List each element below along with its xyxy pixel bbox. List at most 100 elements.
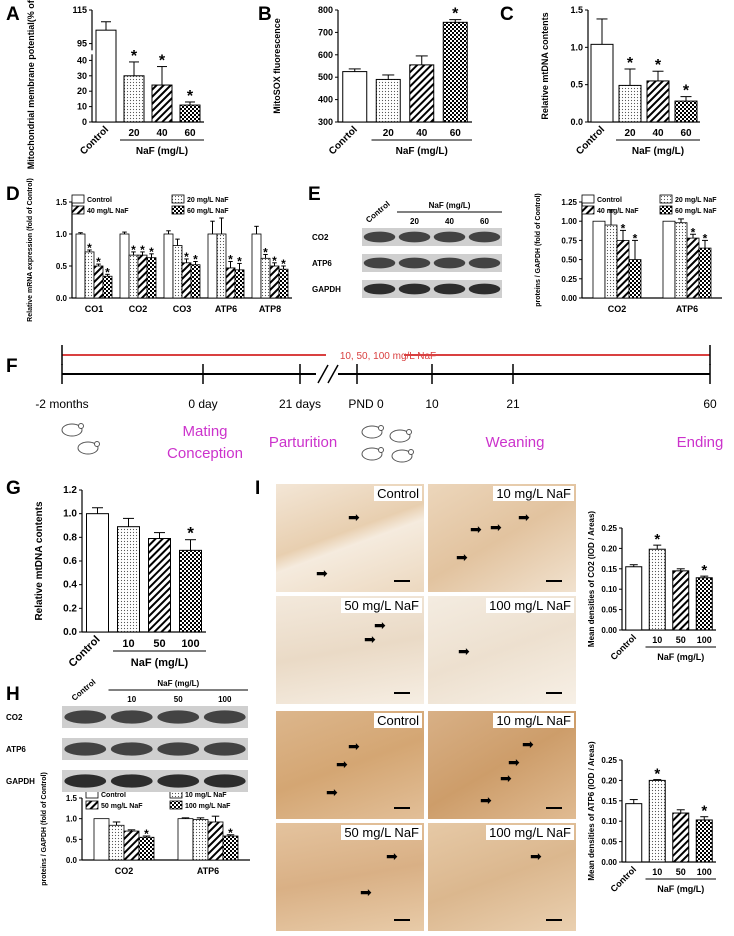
panel-label-a: A — [6, 4, 20, 25]
y-tick-label: 30 — [77, 71, 87, 81]
legend-label: Control — [597, 197, 622, 204]
significance-star: * — [281, 257, 286, 271]
mouse-icon — [361, 447, 383, 461]
y-tick-label: 0.20 — [601, 776, 617, 785]
legend-label: Control — [87, 197, 112, 204]
significance-star: * — [655, 57, 662, 74]
mouse-icon — [94, 441, 100, 447]
bar — [646, 80, 670, 123]
panel-label-h: H — [6, 684, 20, 705]
bar — [672, 570, 690, 631]
y-tick-label: 20 — [77, 86, 87, 96]
x-tick-label: 40 — [416, 128, 428, 139]
y-tick-label: 1.5 — [66, 794, 78, 803]
arrow-icon: ➡ — [336, 756, 348, 772]
legend-label: 40 mg/L NaF — [87, 208, 129, 215]
mouse-icon — [78, 423, 84, 429]
blot-e-band — [363, 283, 396, 295]
arrow-icon: ➡ — [480, 792, 492, 808]
y-tick-label: 1.2 — [63, 485, 77, 496]
y-axis-label: proteins / GAPDH (fold of Control) — [41, 772, 48, 886]
x-tick-label: CO2 — [115, 866, 134, 876]
significance-star: * — [272, 254, 277, 268]
bar — [123, 75, 145, 123]
legend-swatch — [659, 194, 673, 204]
timeline-time: -2 months — [35, 397, 88, 411]
bar — [148, 538, 171, 633]
y-tick-label: 0.0 — [63, 627, 77, 638]
y-axis-label: MitoSOX fluorescence — [272, 18, 282, 114]
timeline-time: 60 — [703, 397, 717, 411]
x-tick-label: 50 — [676, 635, 686, 645]
mouse-icon — [61, 423, 83, 437]
blot-e-band — [468, 283, 501, 295]
micro-label: Control — [374, 713, 422, 728]
bar — [590, 43, 614, 123]
significance-star: * — [228, 253, 233, 267]
event-conception: Conception — [167, 445, 243, 462]
x-tick-label: ATP6 — [215, 304, 237, 314]
arrow-icon: ➡ — [374, 617, 386, 633]
legend-label: Control — [101, 792, 126, 799]
bar — [225, 267, 236, 299]
legend-label: 60 mg/L NaF — [675, 208, 717, 215]
y-tick-label: 0.25 — [601, 756, 617, 765]
bar — [128, 254, 139, 299]
y-tick-label: 0.00 — [601, 858, 617, 867]
y-tick-label: 0.00 — [601, 626, 617, 635]
y-tick-label: 1.0 — [570, 42, 583, 52]
y-tick-label: 300 — [318, 117, 333, 127]
y-tick-label: 500 — [318, 72, 333, 82]
mouse-icon — [378, 425, 384, 431]
x-tick-label: Control — [78, 124, 111, 157]
arrow-icon: ➡ — [364, 631, 376, 647]
mouse-icon — [77, 441, 99, 455]
x-tick-label: Control — [608, 864, 638, 894]
blot-h-band — [157, 774, 200, 788]
bar — [75, 233, 86, 299]
scale-bar — [394, 919, 410, 921]
scale-bar — [546, 580, 562, 582]
bar — [102, 275, 113, 299]
blot-h-band — [203, 710, 246, 724]
bar — [278, 268, 289, 299]
arrow-icon: ➡ — [530, 848, 542, 864]
bar — [216, 233, 227, 299]
y-tick-label: 700 — [318, 27, 333, 37]
micro-atp6-50: 50 mg/L NaF ➡ ➡ — [275, 822, 425, 932]
y-tick-label: 0.10 — [601, 817, 617, 826]
micro-label: 50 mg/L NaF — [341, 825, 422, 840]
panel-label-b: B — [258, 4, 272, 25]
timeline-time: 10 — [425, 397, 439, 411]
y-tick-label: 0.25 — [601, 524, 617, 533]
exposure-label: 10, 50, 100 mg/L NaF — [340, 351, 436, 362]
x-tick-label: 100 — [181, 638, 199, 650]
legend-swatch — [85, 800, 99, 810]
blot-h-dose-label: 50 — [174, 695, 183, 704]
timeline-time: 21 — [506, 397, 520, 411]
legend-swatch — [171, 205, 185, 215]
x-tick-label: ATP6 — [197, 866, 219, 876]
micro-label: 10 mg/L NaF — [493, 486, 574, 501]
y-tick-label: 0.0 — [66, 856, 78, 865]
blot-e-band — [398, 231, 431, 243]
bar — [628, 259, 642, 299]
significance-star: * — [703, 231, 708, 245]
blot-e-row-label: CO2 — [312, 233, 329, 242]
y-tick-label: 1.5 — [56, 198, 68, 207]
bar — [190, 264, 201, 299]
micro-atp6-control: Control ➡ ➡ ➡ — [275, 710, 425, 820]
bar — [84, 251, 95, 299]
x-group-label: NaF (mg/L) — [657, 884, 704, 894]
arrow-icon: ➡ — [500, 770, 512, 786]
micro-label: Control — [374, 486, 422, 501]
timeline-time: PND 0 — [348, 397, 384, 411]
blot-h-band — [110, 710, 153, 724]
mouse-icon — [408, 449, 414, 455]
event-weaning: Weaning — [486, 434, 545, 451]
y-tick-label: 0.05 — [601, 606, 617, 615]
y-axis-label: Mean densities of CO2 (IOD / Areas) — [587, 511, 596, 648]
significance-star: * — [633, 231, 638, 245]
legend-swatch — [581, 194, 595, 204]
